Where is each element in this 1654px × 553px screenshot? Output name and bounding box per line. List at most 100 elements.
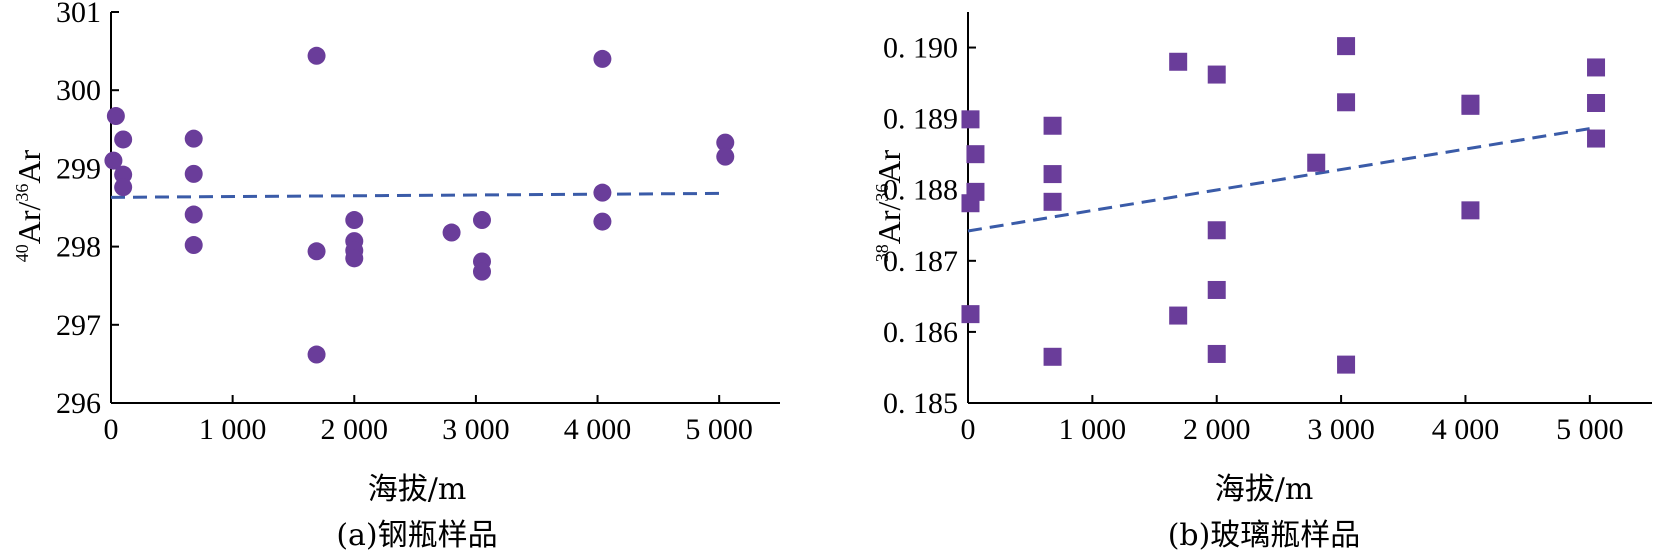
- panel-a-data-point: [345, 211, 364, 230]
- panel-b-data-point: [1307, 153, 1326, 172]
- panel-a-data-point: [114, 130, 133, 149]
- panel-a-points: [104, 46, 735, 364]
- panel-a-y-tick-label: 298: [56, 231, 101, 264]
- panel-b-x-tick-label: 4 000: [1432, 413, 1500, 446]
- panel-a-data-point: [472, 211, 491, 230]
- panel-b-data-point: [1337, 93, 1356, 112]
- panel-a-y-tick-label: 299: [56, 152, 101, 185]
- panel-b-data-point: [1461, 96, 1480, 115]
- svg-text:38Ar/36Ar: 38Ar/36Ar: [871, 149, 907, 262]
- panel-b-data-point: [1587, 93, 1606, 112]
- panel-b-data-point: [1169, 52, 1188, 71]
- panel-b-data-point: [961, 110, 980, 129]
- panel-a-x-tick-label: 0: [104, 413, 119, 446]
- panel-b-trendline: [967, 127, 1591, 233]
- panel-b-caption: (b)玻璃瓶样品: [1168, 518, 1361, 553]
- panel-b-data-point: [1207, 221, 1226, 240]
- panel-a-x-axis-title: 海拔/m: [368, 472, 467, 507]
- panel-b-data-point: [1207, 344, 1226, 363]
- panel-a-data-point: [106, 107, 125, 126]
- panel-b-data-point: [1043, 116, 1062, 135]
- panel-b-x-tick-labels: 0 1 000 2 000 3 000 4 000 5 000: [961, 413, 1624, 446]
- panel-a-x-tick-label: 4 000: [564, 413, 632, 446]
- panel-b-ylabel-sup2: 36: [872, 184, 892, 202]
- panel-b-ylabel-sup1: 38: [872, 244, 892, 262]
- panel-b-points: [961, 37, 1606, 374]
- panel-b-axes: [967, 12, 1652, 404]
- panel-b-data-point: [1043, 192, 1062, 211]
- panel-a: 0 1 000 2 000 3 000 4 000 5 000 296 297 298 299 3…: [11, 0, 780, 553]
- panel-a-data-point: [307, 46, 326, 65]
- panel-a-x-tick-labels: 0 1 000 2 000 3 000 4 000 5 000: [104, 413, 753, 446]
- panel-a-caption: (a)钢瓶样品: [336, 518, 497, 553]
- panel-b-y-axis-title: 38Ar/36Ar: [871, 149, 907, 262]
- panel-a-data-point: [593, 183, 612, 202]
- panel-b-ylabel-base1: Ar/: [871, 201, 907, 244]
- panel-a-x-tick-label: 1 000: [199, 413, 267, 446]
- panel-b-x-tick-label: 5 000: [1556, 413, 1624, 446]
- panel-b-y-tick-label: 0. 189: [883, 103, 958, 136]
- panel-a-ylabel-sup1: 40: [12, 244, 32, 262]
- panel-b-data-point: [1207, 280, 1226, 299]
- panel-b-data-point: [966, 182, 985, 201]
- panel-b-data-point: [1169, 306, 1188, 325]
- panel-a-data-point: [307, 345, 326, 364]
- panel-a-y-tick-label: 296: [56, 387, 101, 420]
- panel-a-y-tick-labels: 296 297 298 299 300 301: [56, 0, 101, 420]
- panel-b-y-tick-label: 0. 188: [883, 174, 958, 207]
- panel-b-y-tick-label: 0. 185: [883, 387, 958, 420]
- panel-b-data-point: [1043, 347, 1062, 366]
- panel-b-data-point: [1337, 37, 1356, 56]
- panel-a-data-point: [104, 151, 123, 170]
- panel-b-data-point: [961, 305, 980, 324]
- panel-b-y-tick-label: 0. 186: [883, 316, 958, 349]
- panel-b-x-axis-title: 海拔/m: [1215, 472, 1314, 507]
- panel-a-data-point: [307, 242, 326, 261]
- panel-b-data-point: [1587, 58, 1606, 77]
- panel-a-y-tick-label: 300: [56, 74, 101, 107]
- panel-b-x-tick-label: 1 000: [1059, 413, 1127, 446]
- panel-a-data-point: [716, 133, 735, 152]
- panel-b-trendline-group: [967, 127, 1591, 233]
- panel-a-data-point: [593, 49, 612, 68]
- panel-b-x-tick-label: 2 000: [1183, 413, 1251, 446]
- panel-a-data-point: [345, 249, 364, 268]
- panel-a-data-point: [593, 212, 612, 231]
- panel-b-data-point: [966, 145, 985, 164]
- panel-a-data-point: [114, 178, 133, 197]
- panel-a-data-point: [184, 129, 203, 148]
- panel-b-data-point: [1587, 129, 1606, 148]
- panel-a-data-point: [114, 165, 133, 184]
- panel-a-data-point: [184, 164, 203, 183]
- panel-b-data-point: [1043, 165, 1062, 184]
- panel-a-trendline-group: [110, 191, 720, 199]
- panel-b-data-point: [1337, 355, 1356, 374]
- panel-a-axes: [110, 11, 780, 404]
- panel-a-data-point: [184, 205, 203, 224]
- panel-a-y-tick-label: 297: [56, 309, 101, 342]
- panel-a-data-point: [472, 262, 491, 281]
- panel-b-y-tick-labels: 0. 185 0. 186 0. 187 0. 188 0. 189 0. 190: [883, 32, 958, 420]
- svg-text:40Ar/36Ar: 40Ar/36Ar: [11, 149, 47, 262]
- panel-a-x-tick-label: 2 000: [321, 413, 389, 446]
- panel-a-ylabel-base1: Ar/: [11, 201, 47, 244]
- panel-a-ylabel-sup2: 36: [12, 184, 32, 202]
- panel-b-x-tick-label: 0: [961, 413, 976, 446]
- panel-b-y-tick-label: 0. 187: [883, 245, 958, 278]
- panel-a-x-tick-label: 5 000: [685, 413, 753, 446]
- panel-a-trendline: [110, 191, 720, 199]
- panel-a-data-point: [184, 236, 203, 255]
- panel-a-data-point: [716, 147, 735, 166]
- panel-a-data-point: [442, 223, 461, 242]
- panel-b-ylabel-base2: Ar: [871, 149, 907, 183]
- panel-b-data-point: [1207, 65, 1226, 84]
- panel-b-y-tick-label: 0. 190: [883, 32, 958, 65]
- panel-a-y-axis-title: 40Ar/36Ar: [11, 149, 47, 262]
- panel-b-x-tick-label: 3 000: [1307, 413, 1375, 446]
- panel-a-ylabel-base2: Ar: [11, 149, 47, 183]
- panel-a-y-tick-label: 301: [56, 0, 101, 29]
- panel-a-x-tick-label: 3 000: [442, 413, 510, 446]
- panel-b-data-point: [1461, 201, 1480, 220]
